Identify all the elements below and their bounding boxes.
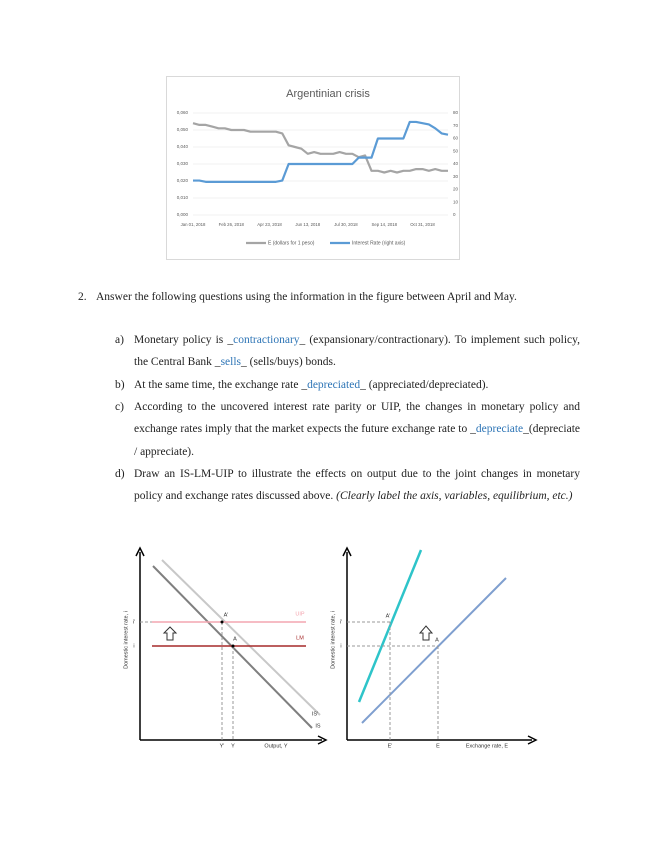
y2-tick-label: 10 <box>453 199 459 204</box>
y2-tick-label: 50 <box>453 148 459 153</box>
item-label: c) <box>115 401 124 413</box>
point-label: A' <box>386 613 391 619</box>
tick-label: Y <box>231 743 235 749</box>
line <box>361 577 507 724</box>
x-tick-label: Jun 13, 2018 <box>295 222 320 227</box>
curve-label: IS' <box>312 711 318 717</box>
arrow <box>317 735 328 745</box>
right-diagram: Domestic interest rate, i Exchange rate,… <box>330 546 538 749</box>
y-tick-label: 0,010 <box>177 195 189 200</box>
y2-tick-label: 30 <box>453 174 459 179</box>
x-tick-label: Apr 23, 2018 <box>257 222 282 227</box>
item-text: Monetary policy is _contractionary_ (exp… <box>134 329 580 374</box>
left-diagram: Domestic interest rate, i Output, Y UIP … <box>123 546 328 749</box>
up-arrow <box>162 626 178 641</box>
legend-label: Interest Rate (right axis) <box>352 240 406 246</box>
tick-label: Y' <box>220 743 225 749</box>
y2-tick-label: 70 <box>453 123 459 128</box>
x-tick-label: Oct 31, 2018 <box>410 222 435 227</box>
x-tick-label: Sep 14, 2018 <box>371 222 397 227</box>
curve-label: UIP <box>295 611 305 617</box>
item-text: According to the uncovered interest rate… <box>134 396 580 463</box>
curve-label: IS <box>315 723 321 729</box>
y-tick-label: 0,050 <box>177 127 189 132</box>
text: _ (expansionary/contractionary). To impl… <box>134 334 581 369</box>
y2-tick-label: 20 <box>453 187 459 192</box>
chart-frame <box>166 76 460 260</box>
y-tick-label: 0,020 <box>177 178 189 183</box>
new-line <box>357 549 423 703</box>
item-label: d) <box>115 468 125 480</box>
text: _ (appreciated/depreciated). <box>360 379 489 391</box>
arrow <box>342 546 352 557</box>
axis-label: Domestic interest rate, i <box>330 611 336 669</box>
item: b) At the same time, the exchange rate _d… <box>115 374 580 396</box>
axis-label: Exchange rate, E <box>466 743 509 749</box>
note: (Clearly label the axis, variables, equi… <box>336 490 573 503</box>
tick-label: i <box>133 643 134 649</box>
item: d) Draw an IS-LM-UIP to illustrate the ef… <box>115 463 580 508</box>
y2-tick-label: 80 <box>453 110 459 115</box>
point <box>220 620 224 624</box>
tick-label: i' <box>340 619 342 625</box>
question-number: 2. <box>78 291 87 303</box>
text: Draw an IS-LM-UIP to illustrate the effe… <box>134 468 580 503</box>
item-text: Draw an IS-LM-UIP to illustrate the effe… <box>134 463 580 508</box>
text: At the same time, the exchange rate _ <box>134 379 308 391</box>
point <box>231 644 235 648</box>
up-arrow <box>418 625 434 641</box>
is-new-curve <box>161 559 321 716</box>
text: According to the uncovered interest rate… <box>134 401 580 436</box>
curve-label: LM <box>296 635 304 641</box>
answer: depreciated <box>307 379 361 391</box>
y-tick-label: 0,030 <box>177 161 189 166</box>
chart-title: Argentinian crisis <box>286 88 370 100</box>
axis-label: Domestic interest rate, i <box>123 611 129 669</box>
tick-label: E' <box>388 743 393 749</box>
answer: sells <box>220 356 242 369</box>
point-label: A' <box>224 612 229 618</box>
point-label: A <box>435 637 439 643</box>
arrow <box>135 546 145 557</box>
tick-label: E <box>436 743 440 749</box>
answer: contractionary <box>233 334 300 346</box>
text: Monetary policy is _ <box>134 334 234 346</box>
y2-tick-label: 60 <box>453 136 459 141</box>
item-label: b) <box>115 379 125 391</box>
legend-label: E (dollars for 1 peso) <box>268 240 315 246</box>
x-tick-label: Jan 01, 2018 <box>181 222 206 227</box>
item-text: At the same time, the exchange rate _dep… <box>134 374 580 396</box>
question-text: Answer the following questions using the… <box>96 291 517 303</box>
item: a) Monetary policy is _contractionary_ (e… <box>115 329 580 374</box>
series-line <box>192 122 448 174</box>
axis-label: Output, Y <box>264 743 287 749</box>
tick-label: i <box>340 643 341 649</box>
item: c) According to the uncovered interest ra… <box>115 396 580 463</box>
arrow <box>527 735 538 745</box>
x-tick-label: Jul 30, 2018 <box>334 222 358 227</box>
x-tick-label: Feb 26, 2018 <box>219 222 245 227</box>
y-tick-label: 0,000 <box>177 212 189 217</box>
y-tick-label: 0,040 <box>177 144 189 149</box>
point-label: A <box>233 636 237 642</box>
tick-label: i' <box>133 619 135 625</box>
y2-tick-label: 0 <box>453 212 456 217</box>
answer: depreciate <box>475 423 524 436</box>
y-tick-label: 0,060 <box>177 110 189 115</box>
item-label: a) <box>115 334 124 346</box>
text: _ (sells/buys) bonds. <box>241 356 336 369</box>
text: _(depreciate / appreciate). <box>134 423 580 458</box>
series-line <box>193 120 449 183</box>
y2-tick-label: 40 <box>453 161 459 166</box>
